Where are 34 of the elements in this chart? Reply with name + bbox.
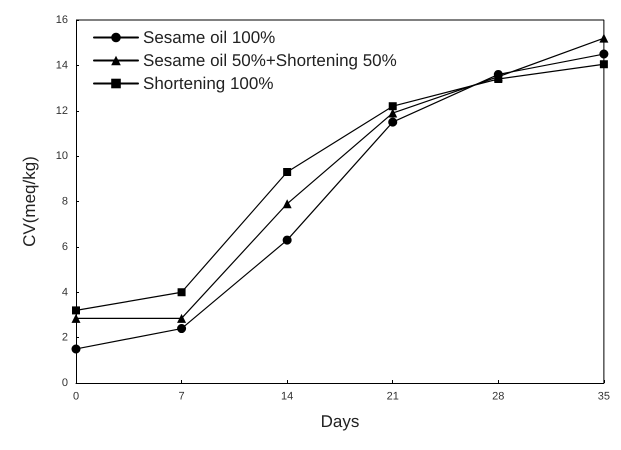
legend-label: Sesame oil 100% — [143, 28, 276, 47]
point — [282, 236, 292, 245]
y-tick-label: 0 — [62, 377, 68, 389]
legend-label: Shortening 100% — [143, 74, 274, 93]
point — [72, 344, 80, 354]
point — [178, 288, 186, 296]
point — [283, 168, 292, 176]
x-tick-label: 28 — [492, 390, 504, 402]
point — [72, 314, 80, 323]
x-tick-label: 7 — [178, 390, 185, 402]
x-axis-title: Days — [320, 412, 360, 431]
y-axis-title: CV(meq/kg) — [20, 156, 39, 247]
y-tick-label: 12 — [56, 104, 68, 117]
y-tick-label: 4 — [62, 286, 68, 298]
point — [177, 314, 186, 323]
point — [72, 306, 80, 314]
x-tick-label: 35 — [598, 390, 610, 402]
point — [177, 324, 186, 334]
point — [599, 50, 608, 59]
y-tick-label: 2 — [62, 332, 68, 344]
point — [388, 118, 398, 127]
legend-label: Sesame oil 50%+Shortening 50% — [143, 51, 397, 70]
x-tick-label: 21 — [386, 390, 399, 402]
point — [600, 60, 608, 68]
y-tick-label: 10 — [56, 150, 68, 162]
y-tick-label: 6 — [62, 240, 68, 253]
point — [599, 34, 608, 43]
y-tick-label: 14 — [56, 59, 68, 72]
x-tick-label: 0 — [72, 390, 80, 402]
y-tick-label: 8 — [62, 196, 68, 208]
y-tick-label: 16 — [56, 14, 68, 26]
point — [388, 102, 397, 110]
point — [282, 199, 292, 208]
x-tick-label: 14 — [281, 390, 294, 402]
